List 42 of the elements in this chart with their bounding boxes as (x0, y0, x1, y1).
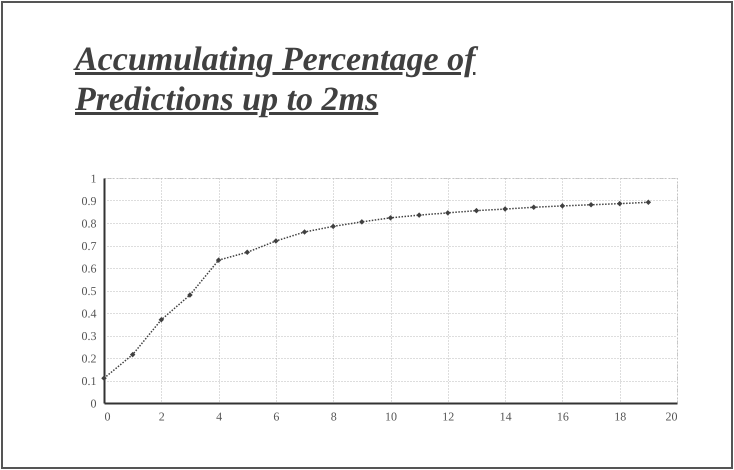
y-tick-label: 0.8 (82, 216, 96, 230)
x-tick-label: 6 (273, 410, 280, 424)
x-tick-label: 8 (330, 410, 337, 424)
y-tick-label: 0.4 (82, 306, 96, 320)
point (158, 317, 164, 322)
y-tick-label: 0.3 (82, 329, 96, 343)
point (646, 200, 652, 206)
point (588, 202, 594, 208)
point (416, 212, 422, 218)
y-tick-label: 0.5 (82, 284, 96, 298)
x-tick-label: 12 (442, 410, 454, 424)
point (130, 352, 136, 358)
point (502, 206, 508, 212)
point (560, 203, 566, 209)
point (273, 238, 279, 244)
x-tick-label: 14 (500, 410, 512, 424)
x-tick-label: 18 (614, 410, 626, 424)
x-tick-label: 10 (385, 410, 397, 424)
point (474, 208, 480, 214)
x-tick-label: 2 (158, 410, 165, 424)
chart-title: Accumulating Percentage of Predictions up to 2ms (75, 40, 480, 120)
point (244, 250, 250, 255)
x-tick-label: 16 (556, 410, 569, 424)
point (330, 224, 336, 230)
y-tick-label: 0 (90, 396, 96, 410)
point (302, 229, 308, 235)
point (216, 257, 222, 263)
y-tick-label: 0.9 (82, 194, 96, 208)
point (445, 210, 451, 216)
point (616, 200, 622, 206)
y-tick-label: 0.1 (82, 374, 96, 388)
y-tick-label: 0.6 (82, 262, 96, 276)
x-tick-label: 20 (666, 410, 678, 424)
point (531, 204, 536, 210)
point (359, 219, 365, 225)
y-tick-label: 0.7 (82, 239, 96, 253)
y-tick-label: 0.2 (82, 352, 96, 366)
x-tick-label: 4 (216, 410, 222, 424)
x-tick-label: 0 (104, 410, 110, 424)
y-tick-label: 1 (90, 172, 96, 186)
point (187, 292, 193, 298)
point (388, 215, 394, 221)
